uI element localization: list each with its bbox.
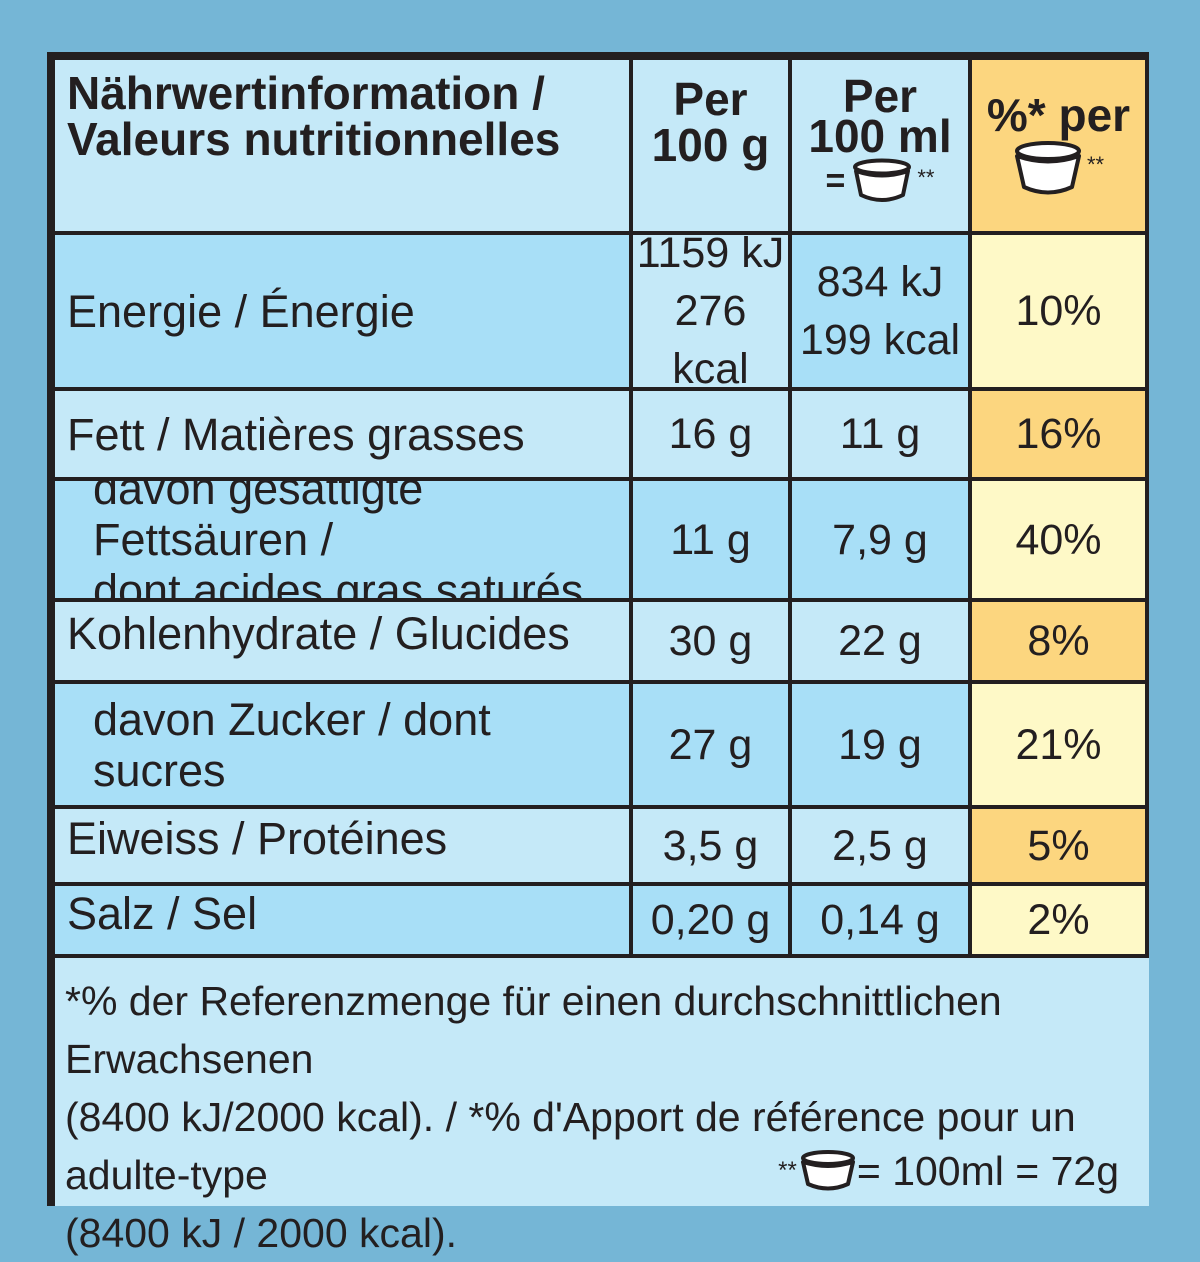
carbohydrates-per-100ml: 22 g <box>792 602 968 680</box>
equals-sign: = <box>825 162 846 200</box>
table-title: Nährwertinformation / Valeurs nutritionn… <box>55 60 629 231</box>
sugars-per-100ml-value: 19 g <box>838 720 922 769</box>
energy-per-100g-kcal: 276 kcal <box>672 287 749 387</box>
row-label-salt: Salz / Sel <box>55 886 629 954</box>
row-label-saturated-fat: davon gesättigte Fettsäuren / dont acide… <box>55 481 629 598</box>
ice-cream-cup-icon <box>1014 141 1081 195</box>
protein-per-100ml: 2,5 g <box>792 809 968 882</box>
row-label-carbohydrates-text: Kohlenhydrate / Glucides <box>67 608 570 659</box>
protein-percent-value: 5% <box>1027 821 1090 870</box>
footnote-line2: (8400 kJ/2000 kcal). / *% d'Apport de ré… <box>65 1094 1076 1198</box>
portion-note-text: = 100ml = 72g <box>856 1148 1119 1194</box>
fat-percent: 16% <box>972 391 1145 477</box>
header-percent-line1: %* per <box>986 89 1131 141</box>
energy-percent-value: 10% <box>1015 287 1102 335</box>
carbohydrates-percent-value: 8% <box>1027 617 1090 665</box>
fat-per-100g-value: 16 g <box>668 410 753 458</box>
footnote-line1: *% der Referenzmenge für einen durchschn… <box>65 978 1002 1082</box>
saturated-fat-percent: 40% <box>972 481 1145 598</box>
saturated-fat-percent-value: 40% <box>1015 515 1102 564</box>
portion-note-mark: ** <box>778 1157 797 1184</box>
row-label-saturated-fat-line2: dont acides gras saturés <box>93 565 584 598</box>
protein-percent: 5% <box>972 809 1145 882</box>
protein-per-100ml-value: 2,5 g <box>832 821 928 870</box>
header-per-100ml-line2: 100 ml <box>808 110 952 162</box>
saturated-fat-per-100ml-value: 7,9 g <box>832 515 928 564</box>
salt-per-100g: 0,20 g <box>633 886 788 954</box>
row-label-fat: Fett / Matières grasses <box>55 391 629 477</box>
saturated-fat-per-100ml: 7,9 g <box>792 481 968 598</box>
salt-percent: 2% <box>972 886 1145 954</box>
protein-per-100g: 3,5 g <box>633 809 788 882</box>
row-label-protein-text: Eiweiss / Protéines <box>67 813 448 864</box>
saturated-fat-per-100g: 11 g <box>633 481 788 598</box>
energy-per-100ml-kcal: 199 kcal <box>799 316 961 364</box>
row-label-energy: Energie / Énergie <box>55 235 629 387</box>
sugars-per-100g-value: 27 g <box>668 720 753 769</box>
protein-per-100g-value: 3,5 g <box>662 821 759 870</box>
salt-per-100ml: 0,14 g <box>792 886 968 954</box>
energy-per-100ml-kj: 834 kJ <box>816 258 944 306</box>
row-label-energy-text: Energie / Énergie <box>67 285 415 337</box>
header-per-100g: Per 100 g <box>633 60 788 231</box>
ice-cream-cup-icon <box>853 158 912 202</box>
ice-cream-cup-icon <box>800 1150 855 1191</box>
footnote-line3: (8400 kJ / 2000 kcal). <box>65 1210 457 1256</box>
salt-per-100ml-value: 0,14 g <box>820 896 940 944</box>
fat-per-100g: 16 g <box>633 391 788 477</box>
table-title-line1: Nährwertinformation / <box>67 67 545 119</box>
salt-percent-value: 2% <box>1027 896 1090 944</box>
sugars-percent-value: 21% <box>1015 720 1102 769</box>
row-label-saturated-fat-line1: davon gesättigte Fettsäuren / <box>93 481 424 565</box>
row-label-sugars: davon Zucker / dont sucres <box>55 684 629 805</box>
carbohydrates-percent: 8% <box>972 602 1145 680</box>
portion-note: ** = 100ml = 72g <box>778 1146 1119 1196</box>
row-label-fat-text: Fett / Matières grasses <box>67 408 525 460</box>
fat-per-100ml-value: 11 g <box>839 410 921 458</box>
header-percent-per-cup: %* per ** <box>972 60 1145 231</box>
row-label-salt-text: Salz / Sel <box>67 888 258 939</box>
carbohydrates-per-100g: 30 g <box>633 602 788 680</box>
sugars-per-100g: 27 g <box>633 684 788 805</box>
header-per-100g-line2: 100 g <box>651 119 770 171</box>
percent-footnote-mark: ** <box>1086 152 1105 177</box>
energy-per-100g: 1159 kJ 276 kcal <box>633 235 788 387</box>
row-label-carbohydrates: Kohlenhydrate / Glucides <box>55 602 629 680</box>
table-title-line2: Valeurs nutritionnelles <box>67 113 561 165</box>
sugars-percent: 21% <box>972 684 1145 805</box>
saturated-fat-per-100g-value: 11 g <box>670 515 751 564</box>
sugars-per-100ml: 19 g <box>792 684 968 805</box>
energy-per-100ml: 834 kJ 199 kcal <box>792 235 968 387</box>
fat-percent-value: 16% <box>1015 410 1102 458</box>
row-label-sugars-text: davon Zucker / dont sucres <box>93 693 491 796</box>
nutrition-table: Nährwertinformation / Valeurs nutritionn… <box>47 52 1149 1256</box>
reference-intake-footnote: *% der Referenzmenge für einen durchschn… <box>55 958 1149 1256</box>
cup-footnote-mark: ** <box>917 165 935 190</box>
row-label-protein: Eiweiss / Protéines <box>55 809 629 882</box>
carbohydrates-per-100ml-value: 22 g <box>838 617 922 665</box>
header-per-100g-line1: Per <box>673 73 748 125</box>
salt-per-100g-value: 0,20 g <box>650 896 771 944</box>
carbohydrates-per-100g-value: 30 g <box>668 617 753 665</box>
fat-per-100ml: 11 g <box>792 391 968 477</box>
header-per-100ml-line1: Per <box>842 70 918 122</box>
energy-percent: 10% <box>972 235 1145 387</box>
header-per-100ml: Per 100 ml = ** <box>792 60 968 231</box>
energy-per-100g-kj: 1159 kJ <box>636 235 785 277</box>
